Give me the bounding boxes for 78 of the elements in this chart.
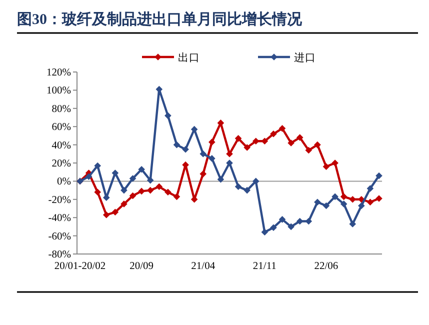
point — [244, 186, 250, 194]
point — [305, 146, 312, 154]
point — [305, 218, 312, 225]
y-tick-label: 40% — [52, 140, 72, 152]
point — [376, 195, 382, 202]
point — [349, 220, 356, 228]
point — [120, 186, 128, 194]
point — [244, 144, 250, 151]
point — [85, 173, 92, 180]
point — [322, 163, 330, 170]
point — [94, 188, 101, 196]
point — [252, 178, 260, 185]
point — [94, 162, 101, 170]
point — [288, 140, 294, 146]
point — [358, 202, 365, 210]
point — [200, 150, 207, 158]
point — [288, 223, 294, 230]
point — [146, 186, 154, 194]
point — [322, 202, 330, 210]
y-tick-label: -60% — [48, 231, 72, 242]
y-tick-label: -20% — [48, 194, 72, 206]
point — [190, 126, 198, 133]
point — [102, 211, 110, 218]
point — [138, 166, 145, 173]
x-tick-label: 20/01-20/02 — [54, 261, 106, 272]
point — [234, 135, 242, 142]
point — [226, 160, 233, 166]
point — [340, 200, 348, 208]
x-tick-label: 21/04 — [191, 261, 216, 272]
point — [340, 193, 348, 200]
y-tick-label: 120% — [46, 68, 72, 78]
point — [261, 138, 268, 145]
point — [217, 176, 224, 183]
y-tick-label: 100% — [46, 86, 72, 97]
point — [164, 188, 172, 196]
point — [376, 172, 382, 180]
point — [129, 175, 136, 182]
y-tick-label: 60% — [52, 122, 72, 134]
point — [208, 155, 216, 162]
point — [261, 228, 268, 236]
x-tick-label: 20/09 — [130, 261, 154, 272]
y-tick-label: 0% — [57, 176, 72, 188]
point — [278, 216, 286, 223]
legend-label: 出口 — [178, 51, 200, 64]
point — [173, 141, 180, 148]
point — [112, 208, 119, 216]
point — [314, 141, 321, 148]
point — [332, 193, 338, 200]
chart-title: 图30：玻纤及制品进出口单月同比增长情况 — [17, 11, 303, 28]
point — [270, 224, 277, 232]
y-tick-label: -40% — [48, 213, 72, 224]
point — [296, 218, 304, 225]
point — [366, 198, 374, 206]
y-tick-label: 80% — [52, 104, 72, 115]
point — [270, 130, 277, 138]
x-tick-label: 22/06 — [314, 261, 338, 272]
x-tick-label: 21/11 — [252, 261, 276, 272]
point — [182, 146, 189, 153]
point — [366, 185, 374, 192]
point — [112, 170, 119, 176]
point — [200, 170, 207, 178]
point — [138, 188, 145, 195]
point — [173, 193, 180, 200]
point — [234, 183, 242, 190]
point — [226, 150, 233, 158]
point — [129, 192, 136, 200]
point — [252, 138, 260, 145]
point — [164, 112, 172, 120]
legend-label: 进口 — [294, 51, 316, 64]
y-tick-label: -80% — [48, 250, 72, 260]
y-tick-label: 20% — [52, 158, 72, 170]
point — [156, 183, 163, 190]
point — [332, 160, 338, 166]
point — [314, 198, 321, 206]
point — [296, 134, 304, 141]
point — [278, 125, 286, 132]
point — [208, 138, 216, 146]
point — [120, 200, 128, 208]
